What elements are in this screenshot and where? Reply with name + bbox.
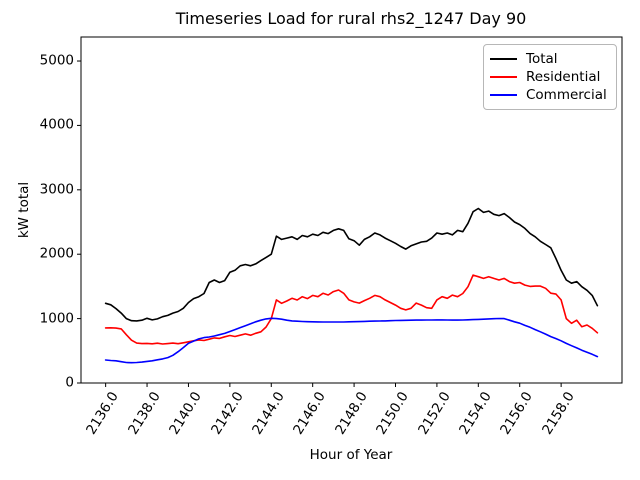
chart-title: Timeseries Load for rural rhs2_1247 Day …	[175, 9, 527, 28]
y-tick-label: 0	[65, 374, 74, 391]
y-tick-label: 4000	[39, 117, 74, 134]
y-tick-label: 2000	[39, 245, 74, 262]
series-line-residential	[104, 274, 599, 345]
y-tick-label: 1000	[39, 310, 74, 327]
series-line-commercial	[104, 317, 599, 364]
legend: Total Residential Commercial	[483, 44, 617, 110]
legend-label-residential: Residential	[526, 69, 601, 85]
x-axis-label: Hour of Year	[309, 447, 393, 463]
y-tick-label: 5000	[39, 52, 74, 69]
legend-label-total: Total	[526, 51, 558, 67]
y-tick-label: 3000	[39, 181, 74, 198]
series-line-total	[104, 207, 599, 322]
legend-entry-residential: Residential	[490, 68, 608, 86]
axes-frame	[80, 36, 623, 384]
commercial-line-swatch	[490, 94, 517, 96]
legend-label-commercial: Commercial	[526, 87, 607, 103]
total-line-swatch	[490, 58, 517, 60]
legend-entry-total: Total	[490, 50, 608, 68]
residential-line-swatch	[490, 76, 517, 78]
legend-entry-commercial: Commercial	[490, 86, 608, 104]
